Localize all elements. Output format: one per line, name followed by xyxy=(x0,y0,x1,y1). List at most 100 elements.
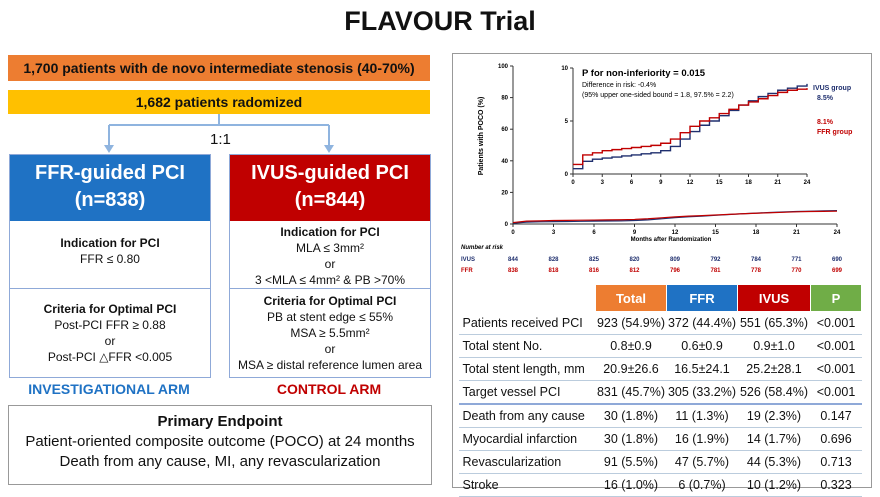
row-label: Total stent length, mm xyxy=(458,357,596,381)
inset-y-tick-label: 0 xyxy=(565,172,569,178)
flow-connectors xyxy=(104,114,334,153)
inset-x-tick-label: 0 xyxy=(571,180,575,186)
table-row: Total stent length, mm 20.9±26.6 16.5±24.1… xyxy=(458,357,862,381)
ffr-optimal-head: Criteria for Optimal PCI xyxy=(43,302,177,316)
inset-x-tick-label: 9 xyxy=(659,180,663,186)
table-cell: 19 (2.3%) xyxy=(737,404,811,428)
risk-value: 784 xyxy=(751,257,762,263)
table-cell: 831 (45.7%) xyxy=(595,380,667,405)
risk-value: 818 xyxy=(548,268,559,274)
ffr-arm-label: INVESTIGATIONAL ARM xyxy=(28,381,190,397)
inset-annotation-line1: Difference in risk: -0.4% xyxy=(582,82,656,89)
header-total: Total xyxy=(595,284,667,312)
table-cell: 16.5±24.1 xyxy=(666,357,738,381)
ivus-indication-line3: 3 <MLA ≤ 4mm² & PB >70% xyxy=(255,273,405,287)
ivus-arm-n: (n=844) xyxy=(294,189,366,211)
ivus-optimal-line2: MSA ≥ 5.5mm² xyxy=(290,326,370,340)
y-axis-label: Patients with POCO (%) xyxy=(478,97,485,176)
table-cell: 30 (1.8%) xyxy=(595,427,667,451)
ivus-optimal-line3: or xyxy=(324,342,336,356)
endpoint-line1: Patient-oriented composite outcome (POCO… xyxy=(25,433,415,450)
risk-value: 781 xyxy=(710,268,721,274)
ffr-indication-head: Indication for PCI xyxy=(60,236,160,250)
table-row: Total stent No. 0.8±0.9 0.6±0.9 0.9±1.0 <0.0… xyxy=(458,334,862,358)
table-cell: <0.001 xyxy=(810,334,862,358)
y-tick-label: 0 xyxy=(505,222,509,228)
inset-x-tick-label: 18 xyxy=(745,180,752,186)
ffr-optimal-section: Criteria for Optimal PCI Post-PCI FFR ≥ … xyxy=(10,289,210,365)
risk-value: 828 xyxy=(548,257,559,263)
table-cell: 923 (54.9%) xyxy=(595,311,667,335)
table-cell: 0.8±0.9 xyxy=(595,334,667,358)
row-label: Myocardial infarction xyxy=(458,427,596,451)
inset-ivus-label: IVUS group xyxy=(813,85,851,92)
main-series xyxy=(512,209,838,224)
inset-axes: 0 5 10 0 3 6 9 12 15 18 21 24 xyxy=(561,66,811,186)
table-cell: 0.9±1.0 xyxy=(737,334,811,358)
x-tick-label: 9 xyxy=(633,230,637,236)
x-tick-label: 12 xyxy=(672,230,679,236)
ivus-optimal-line4: MSA ≥ distal reference lumen area xyxy=(237,358,422,372)
table-cell: <0.001 xyxy=(810,380,862,405)
table-cell: 305 (33.2%) xyxy=(666,380,738,405)
risk-row-ffr-label: FFR xyxy=(461,268,473,274)
risk-row-ivus-label: IVUS xyxy=(461,257,475,263)
header-ffr: FFR xyxy=(666,284,738,312)
ffr-arm-title: FFR-guided PCI xyxy=(35,162,185,184)
table-cell: 10 (1.2%) xyxy=(737,473,811,497)
results-header-row: Total FFR IVUS P xyxy=(458,284,862,312)
header-blank xyxy=(458,284,596,312)
page-title: FLAVOUR Trial xyxy=(344,6,536,36)
inset-ivus-value: 8.5% xyxy=(817,95,834,102)
y-tick-label: 40 xyxy=(501,159,508,165)
risk-value: 778 xyxy=(751,268,762,274)
risk-table-head: Number at risk xyxy=(461,245,504,251)
header-ivus: IVUS xyxy=(737,284,811,312)
x-axis-label: Months after Randomization xyxy=(631,237,712,243)
risk-value: 792 xyxy=(710,257,721,263)
table-cell: 91 (5.5%) xyxy=(595,450,667,474)
table-cell: 25.2±28.1 xyxy=(737,357,811,381)
row-label: Total stent No. xyxy=(458,334,596,358)
x-tick-label: 18 xyxy=(753,230,760,236)
ivus-arm-title: IVUS-guided PCI xyxy=(251,162,409,184)
table-cell: 372 (44.4%) xyxy=(666,311,738,335)
ffr-optimal-line3: Post-PCI △FFR <0.005 xyxy=(47,350,173,364)
ivus-indication-section: Indication for PCI MLA ≤ 3mm² or 3 <MLA … xyxy=(230,221,430,289)
x-tick-label: 3 xyxy=(552,230,556,236)
inset-x-tick-label: 24 xyxy=(804,180,811,186)
table-cell: 0.696 xyxy=(810,427,862,451)
table-cell: 6 (0.7%) xyxy=(666,473,738,497)
ivus-optimal-line1: PB at stent edge ≤ 55% xyxy=(267,310,393,324)
table-cell: <0.001 xyxy=(810,357,862,381)
inset-ffr-value: 8.1% xyxy=(817,119,834,126)
x-tick-label: 21 xyxy=(793,230,800,236)
inset-x-tick-label: 21 xyxy=(774,180,781,186)
ffr-arm-box: FFR-guided PCI (n=838) Indication for PC… xyxy=(9,154,211,378)
ffr-optimal-line2: or xyxy=(104,334,116,348)
table-cell: 44 (5.3%) xyxy=(737,450,811,474)
table-cell: 47 (5.7%) xyxy=(666,450,738,474)
inset-y-tick-label: 10 xyxy=(561,66,568,72)
results-body: Patients received PCI 923 (54.9%) 372 (44.… xyxy=(458,311,862,497)
inset-x-tick-label: 3 xyxy=(601,180,605,186)
row-label: Patients received PCI xyxy=(458,311,596,335)
results-table: Total FFR IVUS P Patients received PCI 92… xyxy=(458,284,862,497)
risk-table-values: 844 828 825 820 809 792 784 771 690 838 818 816 812 7… xyxy=(508,257,843,274)
risk-value: 844 xyxy=(508,257,519,263)
inset-x-tick-label: 6 xyxy=(630,180,634,186)
inset-x-tick-label: 12 xyxy=(687,180,694,186)
inset-ffr-label: FFR group xyxy=(817,129,852,136)
table-cell: 0.323 xyxy=(810,473,862,497)
ivus-arm-box: IVUS-guided PCI (n=844) Indication for P… xyxy=(229,154,431,378)
risk-value: 816 xyxy=(589,268,600,274)
table-cell: <0.001 xyxy=(810,311,862,335)
inset-annotation-line2: (95% upper one-sided bound = 1.8, 97.5% … xyxy=(582,92,734,99)
ffr-arm-header: FFR-guided PCI (n=838) xyxy=(10,155,210,221)
risk-value: 838 xyxy=(508,268,519,274)
ivus-optimal-section: Criteria for Optimal PCI PB at stent edg… xyxy=(230,289,430,373)
risk-value: 825 xyxy=(589,257,600,263)
inset-x-tick-label: 15 xyxy=(716,180,723,186)
table-cell: 16 (1.0%) xyxy=(595,473,667,497)
